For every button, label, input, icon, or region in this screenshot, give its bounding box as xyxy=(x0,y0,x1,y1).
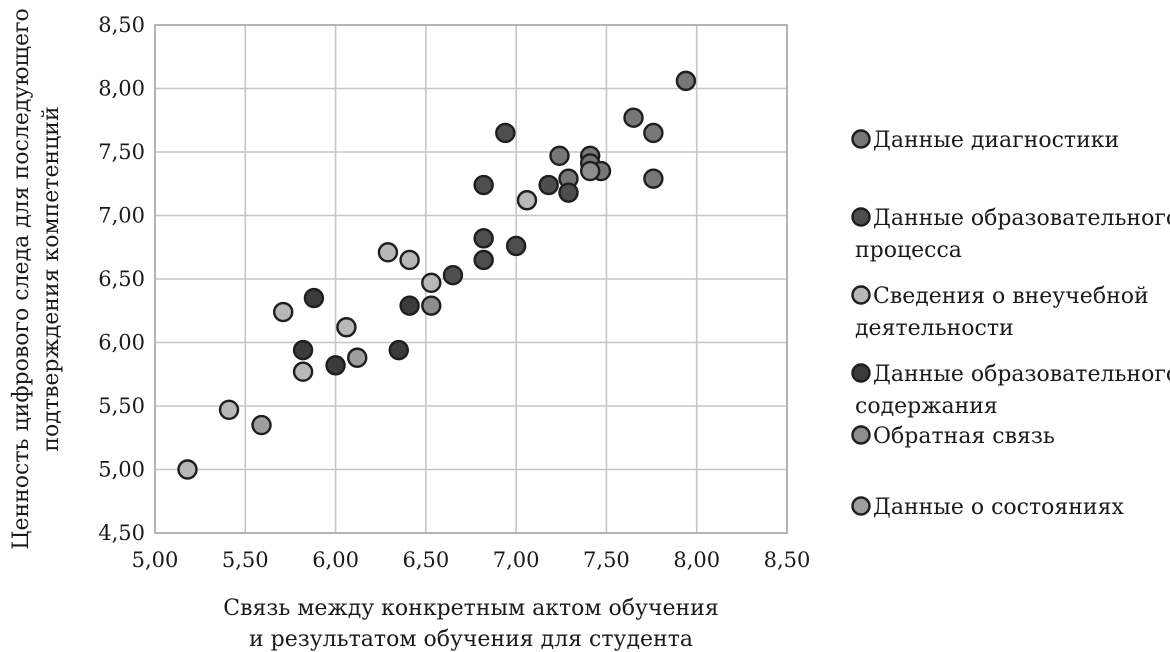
x-tick-label: 5,00 xyxy=(132,548,179,572)
data-point xyxy=(399,249,420,271)
series-points xyxy=(177,190,538,480)
tick-labels: 5,00 5,50 6,00 6,50 7,00 7,50 8,00 8,50 4,50 5,00… xyxy=(98,13,810,572)
legend-marker xyxy=(851,425,871,445)
series-points xyxy=(292,287,420,376)
data-point xyxy=(325,355,346,376)
data-point xyxy=(218,399,240,421)
y-tick-label: 6,00 xyxy=(98,331,145,355)
legend-marker xyxy=(851,129,871,149)
series-points xyxy=(421,160,601,316)
legend-marker xyxy=(851,363,871,383)
data-point xyxy=(377,242,399,263)
x-tick-label: 7,00 xyxy=(493,548,540,572)
x-tick-label: 6,00 xyxy=(312,548,359,572)
data-point xyxy=(623,107,644,128)
plot-area-frame xyxy=(154,24,788,534)
y-tick-label: 8,50 xyxy=(98,13,145,37)
data-point xyxy=(558,182,579,203)
x-tick-label: 6,50 xyxy=(402,548,449,572)
series-points xyxy=(442,122,579,286)
data-point xyxy=(643,122,664,144)
data-point xyxy=(473,249,494,271)
data-point xyxy=(251,414,272,436)
data-point xyxy=(505,235,527,257)
y-tick-label: 5,00 xyxy=(98,458,145,482)
data-point xyxy=(347,347,368,368)
data-points xyxy=(177,70,697,480)
x-tick-label: 8,00 xyxy=(673,548,720,572)
data-point xyxy=(273,301,294,323)
y-axis-title: Ценность цифрового следа для последующег… xyxy=(9,8,34,549)
data-point xyxy=(495,122,516,144)
grid-lines xyxy=(154,24,788,534)
x-axis-title: Связь между конкретным актом обучения xyxy=(223,596,718,621)
legend: Данные диагностики Данные образовательног… xyxy=(851,128,1170,520)
x-tick-label: 7,50 xyxy=(583,548,630,572)
data-point xyxy=(177,459,198,480)
data-point xyxy=(516,190,538,211)
data-point xyxy=(549,145,570,167)
legend-label: Данные образовательного процесса xyxy=(855,206,1170,263)
y-tick-label: 7,00 xyxy=(98,204,145,228)
x-axis-title: и результатом обучения для студента xyxy=(249,627,693,652)
data-point xyxy=(473,174,494,196)
y-tick-label: 7,50 xyxy=(98,140,145,164)
data-point xyxy=(421,272,442,294)
data-point xyxy=(473,228,494,249)
data-point xyxy=(538,174,559,196)
x-tick-label: 5,50 xyxy=(222,548,269,572)
data-point xyxy=(643,168,664,189)
x-tick-label: 8,50 xyxy=(764,548,811,572)
legend-label: Данные образовательного содержания xyxy=(855,362,1170,419)
legend-label: Обратная связь xyxy=(873,424,1055,449)
data-point xyxy=(303,287,325,309)
legend-marker xyxy=(851,285,871,305)
data-point xyxy=(292,361,314,382)
data-point xyxy=(399,295,420,316)
legend-marker xyxy=(851,207,871,227)
y-tick-label: 8,00 xyxy=(98,77,145,101)
legend-marker xyxy=(851,496,871,516)
y-tick-label: 4,50 xyxy=(98,521,145,545)
y-axis-title: подтверждения компетенций xyxy=(39,106,64,451)
data-point xyxy=(336,317,357,338)
data-point xyxy=(421,295,442,316)
data-point xyxy=(579,160,601,182)
data-point xyxy=(388,339,409,361)
y-tick-label: 5,50 xyxy=(98,394,145,418)
data-point xyxy=(675,70,697,92)
axis-titles: Связь между конкретным актом обучения и р… xyxy=(9,8,719,652)
legend-label: Данные о состояниях xyxy=(873,495,1124,520)
legend-label: Сведения о внеучебной деятельности xyxy=(855,284,1149,341)
data-point xyxy=(442,264,464,286)
legend-label: Данные диагностики xyxy=(873,128,1119,153)
y-tick-label: 6,50 xyxy=(98,267,145,291)
series-points xyxy=(251,347,368,436)
data-point xyxy=(292,339,314,361)
